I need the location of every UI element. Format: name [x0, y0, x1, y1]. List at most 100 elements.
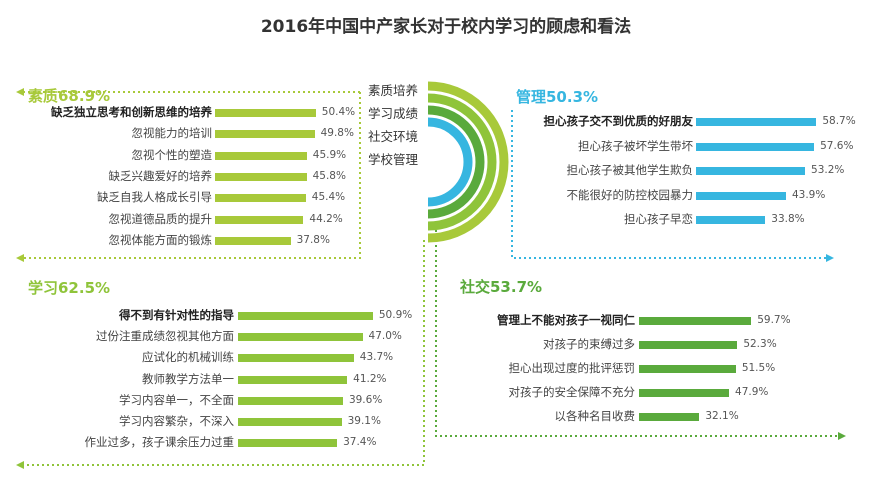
category-label: 忽视个性的塑造	[131, 147, 213, 162]
category-label: 管理上不能对孩子一视同仁	[497, 313, 635, 327]
bar	[696, 191, 786, 200]
value-label: 59.7%	[757, 314, 791, 326]
value-label: 52.3%	[743, 338, 777, 350]
bar	[238, 439, 338, 448]
value-label: 53.2%	[811, 164, 845, 176]
ring-arc	[427, 93, 497, 231]
bar-row: 担心孩子早恋 33.8%	[0, 210, 892, 228]
bar-row: 对孩子的安全保障不充分 47.9%	[0, 383, 892, 401]
value-label: 44.2%	[309, 212, 343, 225]
value-label: 49.8%	[320, 127, 354, 140]
connector-social	[435, 230, 840, 437]
value-label: 41.2%	[353, 372, 387, 385]
bar-row: 缺乏兴趣爱好的培养 45.8%	[0, 167, 892, 185]
bar	[215, 130, 315, 139]
bar-row: 不能很好的防控校园暴力 43.9%	[0, 186, 892, 204]
category-label: 不能很好的防控校园暴力	[566, 187, 694, 202]
category-label: 忽视能力的培训	[131, 126, 213, 141]
category-label: 得不到有针对性的指导	[119, 308, 234, 322]
value-label: 45.9%	[312, 148, 347, 161]
bar	[215, 109, 316, 117]
bar	[215, 194, 306, 203]
bar	[215, 236, 291, 245]
bar	[696, 142, 815, 151]
value-label: 39.1%	[347, 415, 381, 427]
arrow-social	[838, 432, 846, 440]
value-label: 50.9%	[378, 309, 413, 321]
value-label: 45.4%	[311, 191, 346, 204]
bar	[696, 167, 806, 175]
bar-row: 得不到有针对性的指导 50.9%	[0, 306, 892, 324]
bar	[639, 317, 752, 325]
bar-row: 担心孩子交不到优质的好朋友 58.7%	[0, 112, 892, 130]
value-label: 43.7%	[359, 351, 394, 364]
ring-arc	[427, 117, 473, 207]
bar-row: 忽视体能方面的锻炼 37.8%	[0, 231, 892, 249]
value-label: 57.6%	[820, 139, 854, 152]
value-label: 43.9%	[791, 188, 826, 201]
category-label: 担心孩子早恋	[624, 212, 693, 226]
bar	[215, 151, 307, 160]
category-label: 对孩子的束缚过多	[543, 337, 635, 351]
category-label: 对孩子的安全保障不充分	[508, 385, 636, 399]
value-label: 47.0%	[368, 330, 402, 343]
value-label: 32.1%	[705, 410, 739, 422]
category-label: 忽视道德品质的提升	[108, 211, 213, 226]
bar-row: 缺乏自我人格成长引导 45.4%	[0, 188, 892, 206]
arrow-management	[826, 254, 834, 262]
value-label: 51.5%	[741, 362, 776, 374]
value-label: 47.9%	[735, 386, 769, 398]
ring-arc	[427, 81, 509, 243]
bar-row: 学习内容单一，不全面 39.6%	[0, 391, 892, 409]
bar	[238, 312, 373, 320]
bar-row: 对孩子的束缚过多 52.3%	[0, 335, 892, 353]
category-label: 教师教学方法单一	[142, 371, 234, 386]
bar	[238, 418, 342, 426]
arrow-quality	[16, 88, 24, 96]
bar-row: 缺乏独立思考和创新思维的培养 50.4%	[0, 103, 892, 121]
category-label: 缺乏自我人格成长引导	[97, 190, 212, 205]
value-label: 39.6%	[348, 393, 383, 406]
bar-row: 担心出现过度的批评惩罚 51.5%	[0, 359, 892, 377]
bar-row: 忽视道德品质的提升 44.2%	[0, 210, 892, 228]
panel-title-management: 管理50.3%	[516, 88, 599, 106]
center-label-management: 学校管理	[368, 152, 419, 167]
panel-title-social: 社交53.7%	[460, 278, 543, 296]
arrow-study	[16, 461, 24, 469]
center-label-quality: 素质培养	[368, 83, 419, 98]
bar	[639, 389, 730, 397]
category-label: 担心孩子被其他学生欺负	[566, 163, 694, 177]
bar	[215, 215, 304, 224]
category-label: 忽视体能方面的锻炼	[108, 232, 213, 247]
category-label: 以各种名目收费	[554, 409, 636, 423]
value-label: 37.8%	[296, 233, 330, 246]
bar-row: 作业过多，孩子课余压力过重 37.4%	[0, 433, 892, 451]
category-label: 学习内容繁杂，不深入	[119, 414, 234, 428]
category-label: 作业过多，孩子课余压力过重	[84, 435, 235, 450]
connector-study	[22, 240, 425, 466]
bar	[639, 365, 736, 373]
value-label: 50.4%	[321, 106, 356, 118]
category-label: 担心出现过度的批评惩罚	[508, 361, 636, 375]
category-label: 学习内容单一，不全面	[119, 392, 234, 407]
bar	[696, 216, 766, 224]
bar-row: 管理上不能对孩子一视同仁 59.7%	[0, 311, 892, 329]
arrow-quality-down	[16, 254, 24, 262]
bar-row: 忽视个性的塑造 45.9%	[0, 146, 892, 164]
bar-row: 应试化的机械训练 43.7%	[0, 348, 892, 366]
bar-row: 担心孩子被坏学生带坏 57.6%	[0, 137, 892, 155]
value-label: 37.4%	[343, 436, 377, 449]
ring-arc	[427, 105, 485, 219]
bar	[238, 396, 343, 405]
bar-row: 学习内容繁杂，不深入 39.1%	[0, 412, 892, 430]
bar	[215, 172, 307, 181]
bar	[696, 118, 817, 126]
panel-title-quality: 素质68.9%	[28, 87, 111, 105]
bar	[639, 413, 700, 421]
value-label: 58.7%	[822, 115, 856, 127]
panel-title-study: 学习62.5%	[28, 279, 111, 297]
center-label-study: 学习成绩	[368, 106, 419, 121]
bar-row: 过份注重成绩忽视其他方面 47.0%	[0, 327, 892, 345]
chart-title: 2016年中国中产家长对于校内学习的顾虑和看法	[260, 17, 632, 37]
